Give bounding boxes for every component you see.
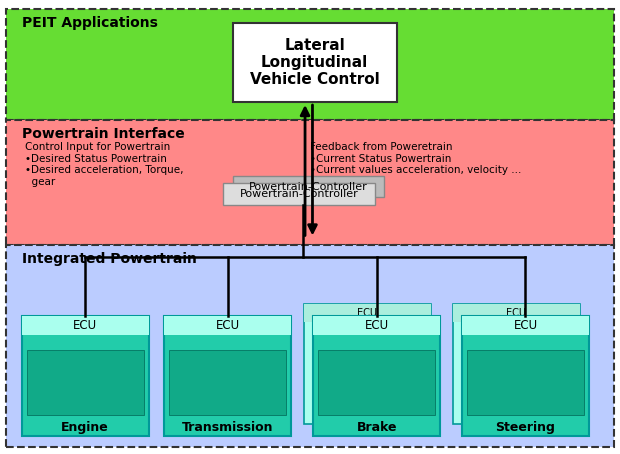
Text: Integrated Powertrain: Integrated Powertrain [22,252,197,266]
Bar [22,316,149,335]
Text: PEIT Applications: PEIT Applications [22,16,157,30]
Text: Lateral
Longitudinal
Vehicle Control: Lateral Longitudinal Vehicle Control [250,38,379,87]
Text: ECU: ECU [365,319,389,331]
Text: Powertrain-Controller: Powertrain-Controller [240,189,358,199]
Bar [462,316,589,335]
Bar [6,245,614,447]
Text: Feedback from Poweretrain
•Current Status Powertrain
•Current values acceleratio: Feedback from Poweretrain •Current Statu… [310,142,521,175]
Text: Brake: Brake [356,421,397,434]
Bar [318,350,435,415]
Text: ECU: ECU [357,308,378,318]
Bar [304,304,431,424]
Text: ECU: ECU [216,319,240,331]
Bar [223,183,375,205]
Bar [313,316,440,335]
Bar [164,316,291,436]
Text: Engine: Engine [61,421,109,434]
Bar [304,304,431,322]
Text: Powertrain Interface: Powertrain Interface [22,127,185,141]
Text: Steering: Steering [495,421,556,434]
Bar [169,350,286,415]
Text: Powertrain-Controller: Powertrain-Controller [249,182,368,192]
Bar [453,304,580,322]
Bar [6,9,614,120]
Text: ECU: ECU [73,319,97,331]
Bar [232,23,397,102]
Text: ECU: ECU [513,319,538,331]
Bar [6,120,614,245]
Bar [313,316,440,436]
Bar [164,316,291,335]
Text: ECU: ECU [506,308,526,318]
Bar [467,350,584,415]
Text: Control Input for Powertrain
•Desired Status Powertrain
•Desired acceleration, T: Control Input for Powertrain •Desired St… [25,142,184,187]
Bar [232,176,384,197]
Bar [22,316,149,436]
Text: Transmission: Transmission [182,421,273,434]
Bar [453,304,580,424]
Bar [27,350,144,415]
Bar [462,316,589,436]
